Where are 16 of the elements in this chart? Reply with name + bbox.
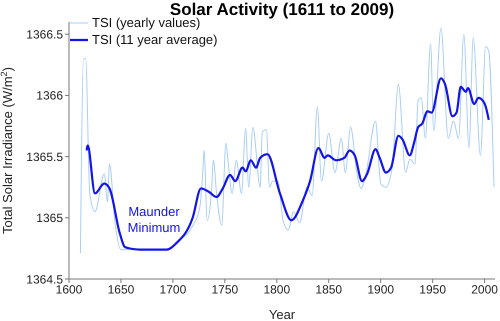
legend-label: TSI (11 year average): [92, 31, 218, 48]
x-tick-label: 1650: [108, 282, 135, 297]
y-tick-label: 1365.5: [26, 150, 64, 164]
x-tick-label: 2000: [471, 282, 498, 297]
x-tick-label: 1950: [419, 282, 446, 297]
annotation: Maunder Minimum: [126, 204, 182, 236]
y-tick-label: 1366: [36, 88, 64, 103]
x-axis-title: Year: [268, 307, 296, 321]
x-tick-label: 1850: [315, 282, 342, 297]
x-tick-label: 1900: [367, 282, 394, 297]
x-tick-label: 1800: [263, 282, 290, 297]
x-tick-label: 1750: [212, 282, 239, 297]
y-tick-label: 1365: [36, 211, 64, 226]
line-series: [86, 77, 490, 251]
y-tick-label: 1366.5: [26, 28, 64, 42]
x-tick-label: 1700: [160, 282, 187, 297]
